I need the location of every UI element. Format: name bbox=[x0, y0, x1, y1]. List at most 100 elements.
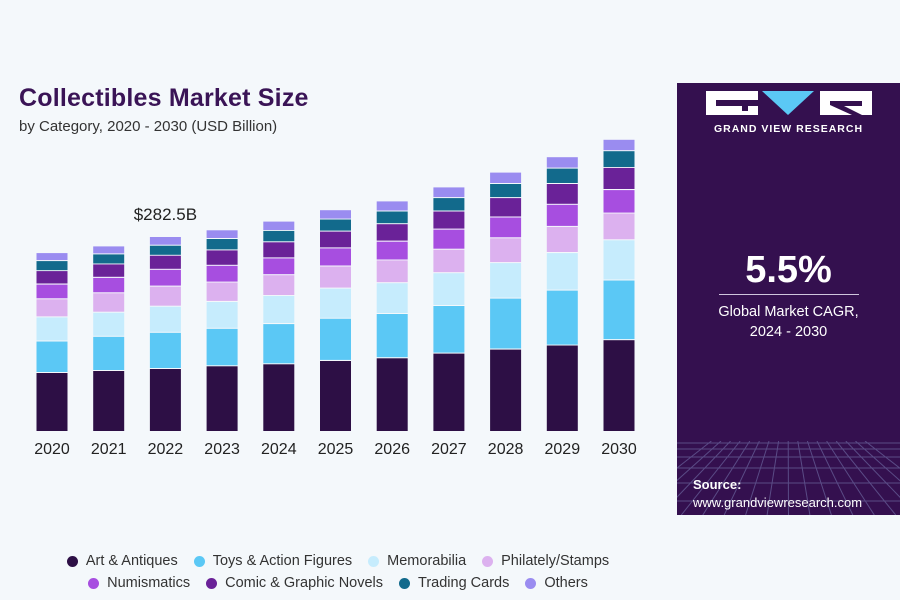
bar-segment-2023-6 bbox=[206, 250, 238, 265]
legend-item: Toys & Action Figures bbox=[193, 553, 352, 569]
bar-segment-2021-4 bbox=[93, 293, 125, 312]
grid-line bbox=[723, 441, 760, 515]
cagr-divider bbox=[719, 294, 859, 295]
legend-label: Others bbox=[544, 575, 588, 591]
bar-segment-2029-6 bbox=[546, 184, 578, 204]
legend-label: Memorabilia bbox=[387, 553, 467, 569]
bar-segment-2025-3 bbox=[320, 288, 351, 318]
bar-segment-2027-1 bbox=[433, 353, 465, 431]
grid-line bbox=[806, 441, 832, 515]
grid-line bbox=[745, 441, 770, 515]
legend-item: Numismatics bbox=[88, 575, 190, 591]
x-tick-label-2024: 2024 bbox=[261, 441, 297, 458]
legend-swatch bbox=[525, 577, 537, 589]
bar-value-annotation: $282.5B bbox=[134, 205, 197, 224]
bar-segment-2021-6 bbox=[93, 264, 125, 277]
bar-segment-2026-4 bbox=[376, 260, 408, 283]
x-tick-label-2023: 2023 bbox=[204, 441, 240, 458]
grid-line bbox=[702, 441, 751, 515]
bar-segment-2020-7 bbox=[36, 261, 68, 271]
x-tick-label-2020: 2020 bbox=[34, 441, 70, 458]
bar-segment-2023-5 bbox=[206, 265, 238, 282]
bar-segment-2022-6 bbox=[149, 255, 181, 269]
bar-segment-2022-8 bbox=[149, 237, 181, 245]
bar-segment-2021-5 bbox=[93, 277, 125, 293]
bar-segment-2029-8 bbox=[546, 157, 578, 168]
grid-line bbox=[677, 441, 722, 482]
legend-label: Art & Antiques bbox=[85, 553, 178, 569]
bar-segment-2024-7 bbox=[263, 230, 295, 242]
bar-segment-2030-7 bbox=[603, 151, 635, 167]
bar-segment-2025-4 bbox=[320, 266, 351, 288]
decorative-grid bbox=[677, 441, 900, 515]
legend-swatch bbox=[66, 555, 78, 567]
bar-segment-2030-3 bbox=[603, 240, 635, 280]
bar-segment-2026-1 bbox=[376, 358, 408, 431]
x-tick-label-2021: 2021 bbox=[91, 441, 127, 458]
bar-segment-2024-8 bbox=[263, 221, 295, 230]
bar-segment-2024-1 bbox=[263, 364, 295, 431]
bar-segment-2024-2 bbox=[263, 324, 295, 364]
bar-segment-2020-8 bbox=[36, 253, 68, 261]
bar-segment-2029-3 bbox=[546, 253, 578, 290]
bar-segment-2027-8 bbox=[433, 187, 465, 198]
bar-segment-2021-3 bbox=[93, 312, 125, 336]
source-link[interactable]: www.grandviewresearch.com bbox=[693, 495, 863, 510]
legend-item: Art & Antiques bbox=[66, 553, 178, 569]
bar-segment-2027-2 bbox=[433, 306, 465, 353]
chart-panel: 2020 2021 2022 2023 2024 2025 2026 2027 2028 2029… bbox=[0, 83, 676, 591]
bar-segment-2030-6 bbox=[603, 167, 635, 189]
x-tick-label-2022: 2022 bbox=[148, 441, 184, 458]
legend: Art & Antiques Toys & Action Figures Memor… bbox=[0, 553, 676, 597]
legend-label: Philately/Stamps bbox=[501, 553, 610, 569]
bar-segment-2020-5 bbox=[36, 284, 68, 299]
cagr-label-line1: Global Market CAGR, bbox=[718, 304, 859, 320]
grid-line bbox=[816, 441, 854, 515]
bar-segment-2024-3 bbox=[263, 295, 295, 323]
bar-segment-2028-5 bbox=[490, 217, 522, 238]
legend-label: Trading Cards bbox=[418, 575, 510, 591]
bar-segment-2020-6 bbox=[36, 271, 68, 284]
legend-label: Numismatics bbox=[107, 575, 191, 591]
bar-segment-2025-1 bbox=[320, 361, 351, 431]
cagr-value: 5.5% bbox=[745, 249, 832, 291]
legend-row: Art & Antiques Toys & Action Figures Memor… bbox=[0, 553, 676, 569]
legend-item: Trading Cards bbox=[399, 575, 509, 591]
bar-segment-2022-1 bbox=[149, 369, 181, 431]
bar-segment-2028-6 bbox=[490, 198, 522, 217]
bar-segment-2028-8 bbox=[490, 172, 522, 183]
bar-segment-2025-6 bbox=[320, 231, 351, 248]
x-tick-label-2029: 2029 bbox=[545, 441, 581, 458]
grid-line bbox=[826, 441, 875, 515]
legend-item: Others bbox=[525, 575, 588, 591]
brand-name: GRAND VIEW RESEARCH bbox=[713, 123, 864, 135]
x-tick-label-2027: 2027 bbox=[431, 441, 467, 458]
bar-segment-2027-4 bbox=[433, 249, 465, 273]
grid-line bbox=[855, 441, 900, 482]
bar-segment-2022-4 bbox=[149, 286, 181, 306]
legend-item: Comic & Graphic Novels bbox=[206, 575, 383, 591]
bar-segment-2021-8 bbox=[93, 246, 125, 254]
bar-segment-2023-8 bbox=[206, 230, 238, 238]
bar-segment-2029-2 bbox=[546, 290, 578, 345]
bar-segment-2020-2 bbox=[36, 341, 68, 372]
legend-row: Numismatics Comic & Graphic Novels Trading… bbox=[0, 575, 676, 591]
bar-segment-2023-4 bbox=[206, 282, 238, 301]
bar-segment-2023-3 bbox=[206, 302, 238, 328]
bar-segment-2028-7 bbox=[490, 184, 522, 198]
bar-segment-2026-2 bbox=[376, 314, 408, 358]
cagr-label: Global Market CAGR, 2024 - 2030 bbox=[677, 302, 900, 342]
cagr-label-line2: 2024 - 2030 bbox=[749, 324, 828, 340]
legend-item: Memorabilia bbox=[368, 553, 466, 569]
grid-line bbox=[766, 441, 780, 515]
legend-item: Philately/Stamps bbox=[482, 553, 609, 569]
bar-segment-2025-5 bbox=[320, 248, 351, 266]
legend-swatch bbox=[368, 555, 380, 567]
bar-segment-2022-3 bbox=[149, 306, 181, 332]
bar-segment-2023-7 bbox=[206, 239, 238, 250]
bar-segment-2025-7 bbox=[320, 219, 351, 231]
bar-segment-2026-8 bbox=[376, 201, 408, 211]
bar-segment-2025-2 bbox=[320, 318, 351, 360]
legend-swatch bbox=[193, 555, 205, 567]
bar-segment-2030-4 bbox=[603, 213, 635, 240]
